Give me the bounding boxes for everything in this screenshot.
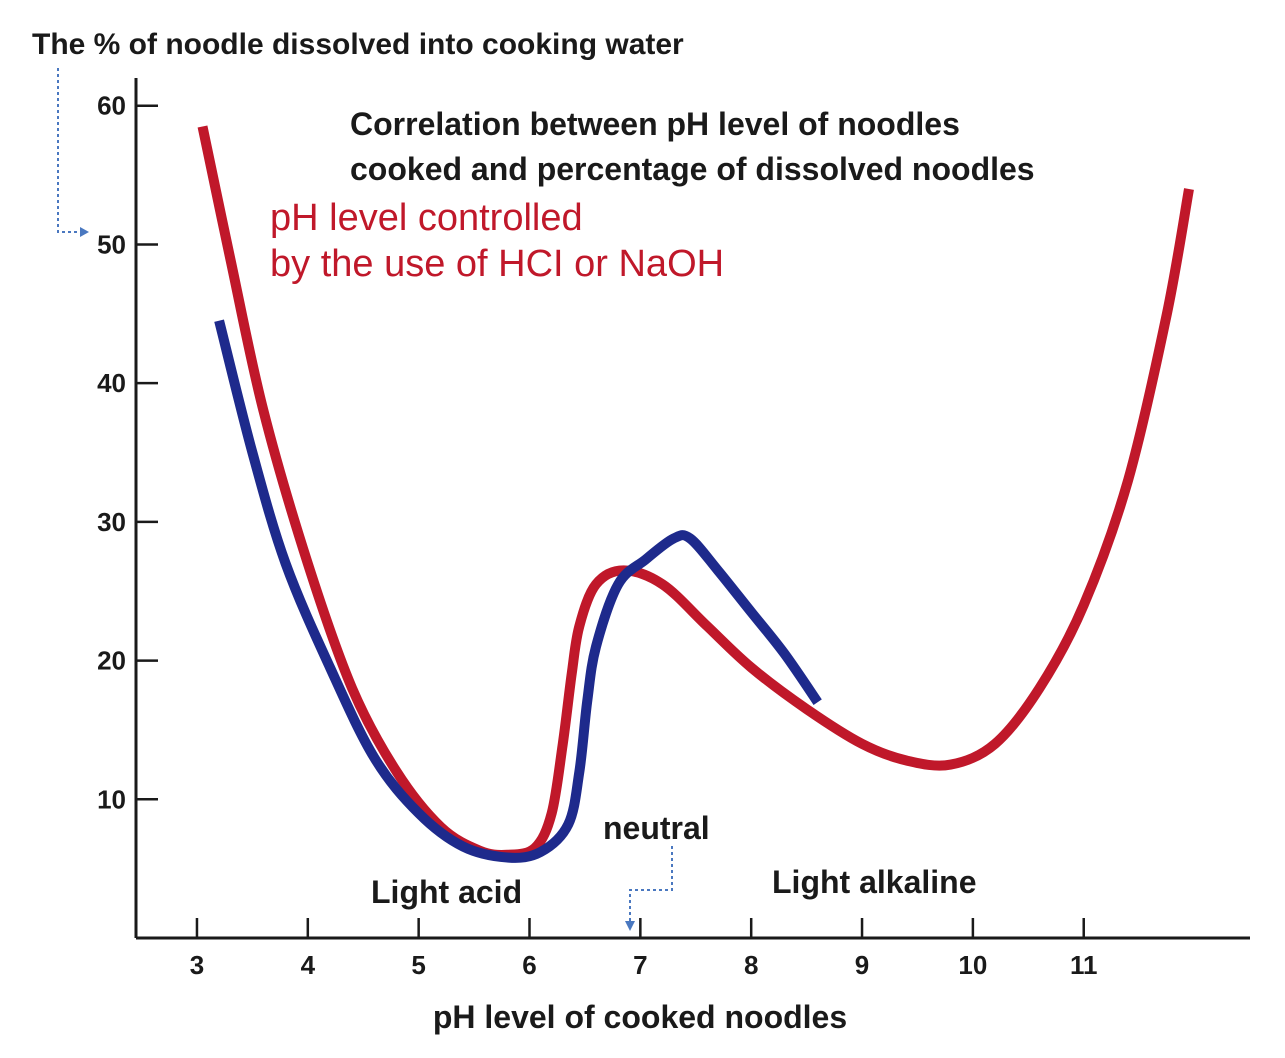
light-acid-annotation: Light acid	[371, 874, 522, 910]
y-axis-label: The % of noodle dissolved into cooking w…	[32, 28, 684, 61]
ylabel-pointer-arrowhead	[80, 227, 89, 237]
x-tick-label: 7	[633, 950, 647, 980]
x-tick-label: 10	[958, 950, 987, 980]
x-tick-label: 3	[190, 950, 204, 980]
y-tick-label: 50	[97, 229, 126, 259]
x-tick-label: 8	[744, 950, 758, 980]
y-ticks: 10 20 30 40 50 60	[97, 91, 158, 814]
x-axis-label: pH level of cooked noodles	[433, 999, 847, 1035]
x-tick-label: 9	[855, 950, 869, 980]
blue-curve	[214, 319, 822, 863]
y-tick-label: 10	[97, 784, 126, 814]
ylabel-pointer-arrow	[57, 68, 80, 233]
y-tick-label: 40	[97, 368, 126, 398]
red-curve	[197, 125, 1194, 860]
x-tick-label: 6	[522, 950, 536, 980]
x-tick-label: 11	[1070, 950, 1098, 980]
neutral-annotation: neutral	[603, 810, 710, 846]
chart-title-line-2: cooked and percentage of dissolved noodl…	[350, 151, 1035, 187]
neutral-pointer-arrowhead	[625, 921, 635, 931]
neutral-pointer-arrow	[629, 846, 673, 922]
y-tick-label: 20	[97, 646, 126, 676]
red-series-note-line-1: pH level controlled	[270, 197, 583, 239]
y-tick-label: 60	[97, 91, 126, 121]
chart-title-line-1: Correlation between pH level of noodles	[350, 106, 960, 142]
series-group	[197, 125, 1194, 863]
red-series-note-line-2: by the use of HCI or NaOH	[270, 243, 724, 285]
x-tick-label: 4	[301, 950, 316, 980]
light-alkaline-annotation: Light alkaline	[772, 864, 976, 900]
x-tick-label: 5	[411, 950, 425, 980]
y-tick-label: 30	[97, 507, 126, 537]
x-ticks: 3 4 5 6 7 8 9 10 11	[190, 918, 1098, 980]
